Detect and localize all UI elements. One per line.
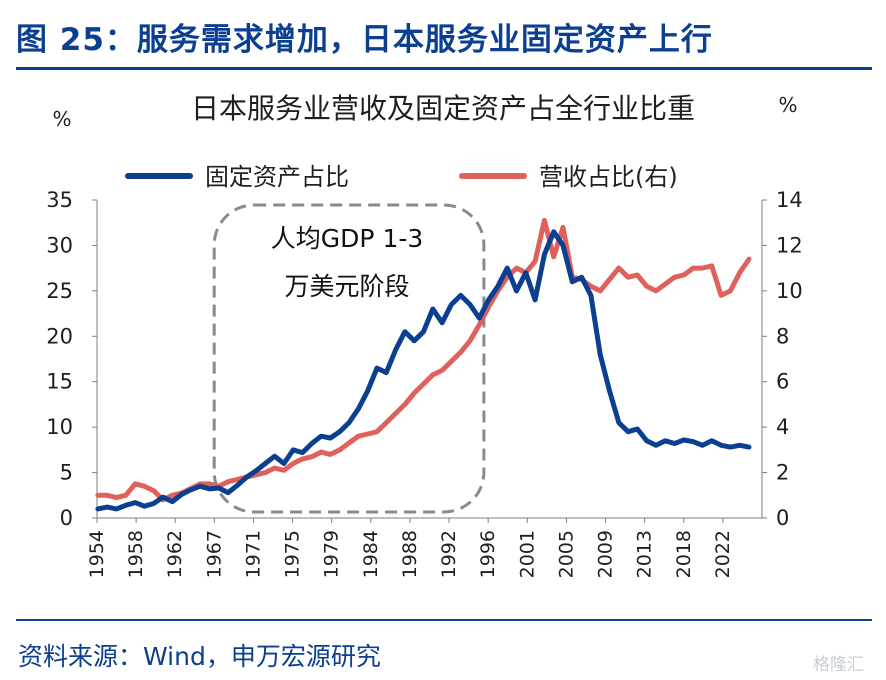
watermark-text: 格隆汇: [813, 655, 864, 675]
x-tick-label: 1962: [164, 530, 186, 578]
annotation-text-line: 人均GDP 1-3: [271, 224, 423, 253]
x-tick-label: 2005: [555, 530, 577, 578]
chart-title: 日本服务业营收及固定资产占全行业比重: [191, 92, 695, 125]
left-axis-unit: %: [52, 107, 71, 131]
right-y-tick-label: 2: [776, 461, 789, 485]
x-tick-label: 2018: [673, 530, 695, 578]
series-line-revenue: [95, 217, 752, 503]
left-y-tick-label: 5: [60, 461, 73, 485]
right-y-tick-label: 10: [776, 279, 803, 303]
x-tick-label: 1975: [282, 530, 304, 578]
legend-label-fixed-assets: 固定资产占比: [205, 163, 349, 191]
right-y-tick-label: 4: [776, 415, 789, 439]
x-tick-label: 1954: [86, 530, 108, 578]
left-y-tick-label: 30: [46, 233, 73, 257]
source-note: 资料来源：Wind，申万宏源研究: [18, 642, 381, 671]
source-divider: [16, 619, 872, 621]
x-tick-label: 1984: [360, 530, 382, 578]
x-tick-label: 1996: [477, 530, 499, 578]
x-tick-label: 1971: [242, 530, 264, 578]
figure-title: 图 25：服务需求增加，日本服务业固定资产上行: [16, 22, 713, 58]
right-y-tick-label: 14: [776, 188, 803, 212]
right-axis-unit: %: [778, 93, 797, 117]
x-tick-label: 2013: [634, 530, 656, 578]
left-y-tick-label: 10: [46, 415, 73, 439]
right-y-tick-label: 0: [776, 506, 789, 530]
x-tick-label: 2022: [712, 530, 734, 578]
left-y-tick-label: 25: [46, 279, 73, 303]
annotation-text-line: 万美元阶段: [285, 272, 410, 301]
x-tick-label: 1958: [125, 530, 147, 578]
right-y-tick-label: 6: [776, 370, 789, 394]
x-tick-label: 1979: [321, 530, 343, 578]
x-tick-label: 1988: [399, 530, 421, 578]
left-y-tick-label: 15: [46, 370, 73, 394]
left-y-tick-label: 0: [60, 506, 73, 530]
right-y-tick-label: 12: [776, 233, 803, 257]
x-tick-label: 1992: [438, 530, 460, 578]
x-tick-label: 2009: [595, 530, 617, 578]
title-underline: [16, 67, 872, 70]
annotation-dashed-box: [212, 203, 486, 514]
left-y-tick-label: 35: [46, 188, 73, 212]
x-tick-label: 1967: [203, 530, 225, 578]
series-line-fixed-assets: [95, 229, 752, 512]
legend-label-revenue: 营收占比(右): [539, 163, 678, 191]
right-y-tick-label: 8: [776, 324, 789, 348]
x-tick-label: 2001: [516, 530, 538, 578]
left-y-tick-label: 20: [46, 324, 73, 348]
